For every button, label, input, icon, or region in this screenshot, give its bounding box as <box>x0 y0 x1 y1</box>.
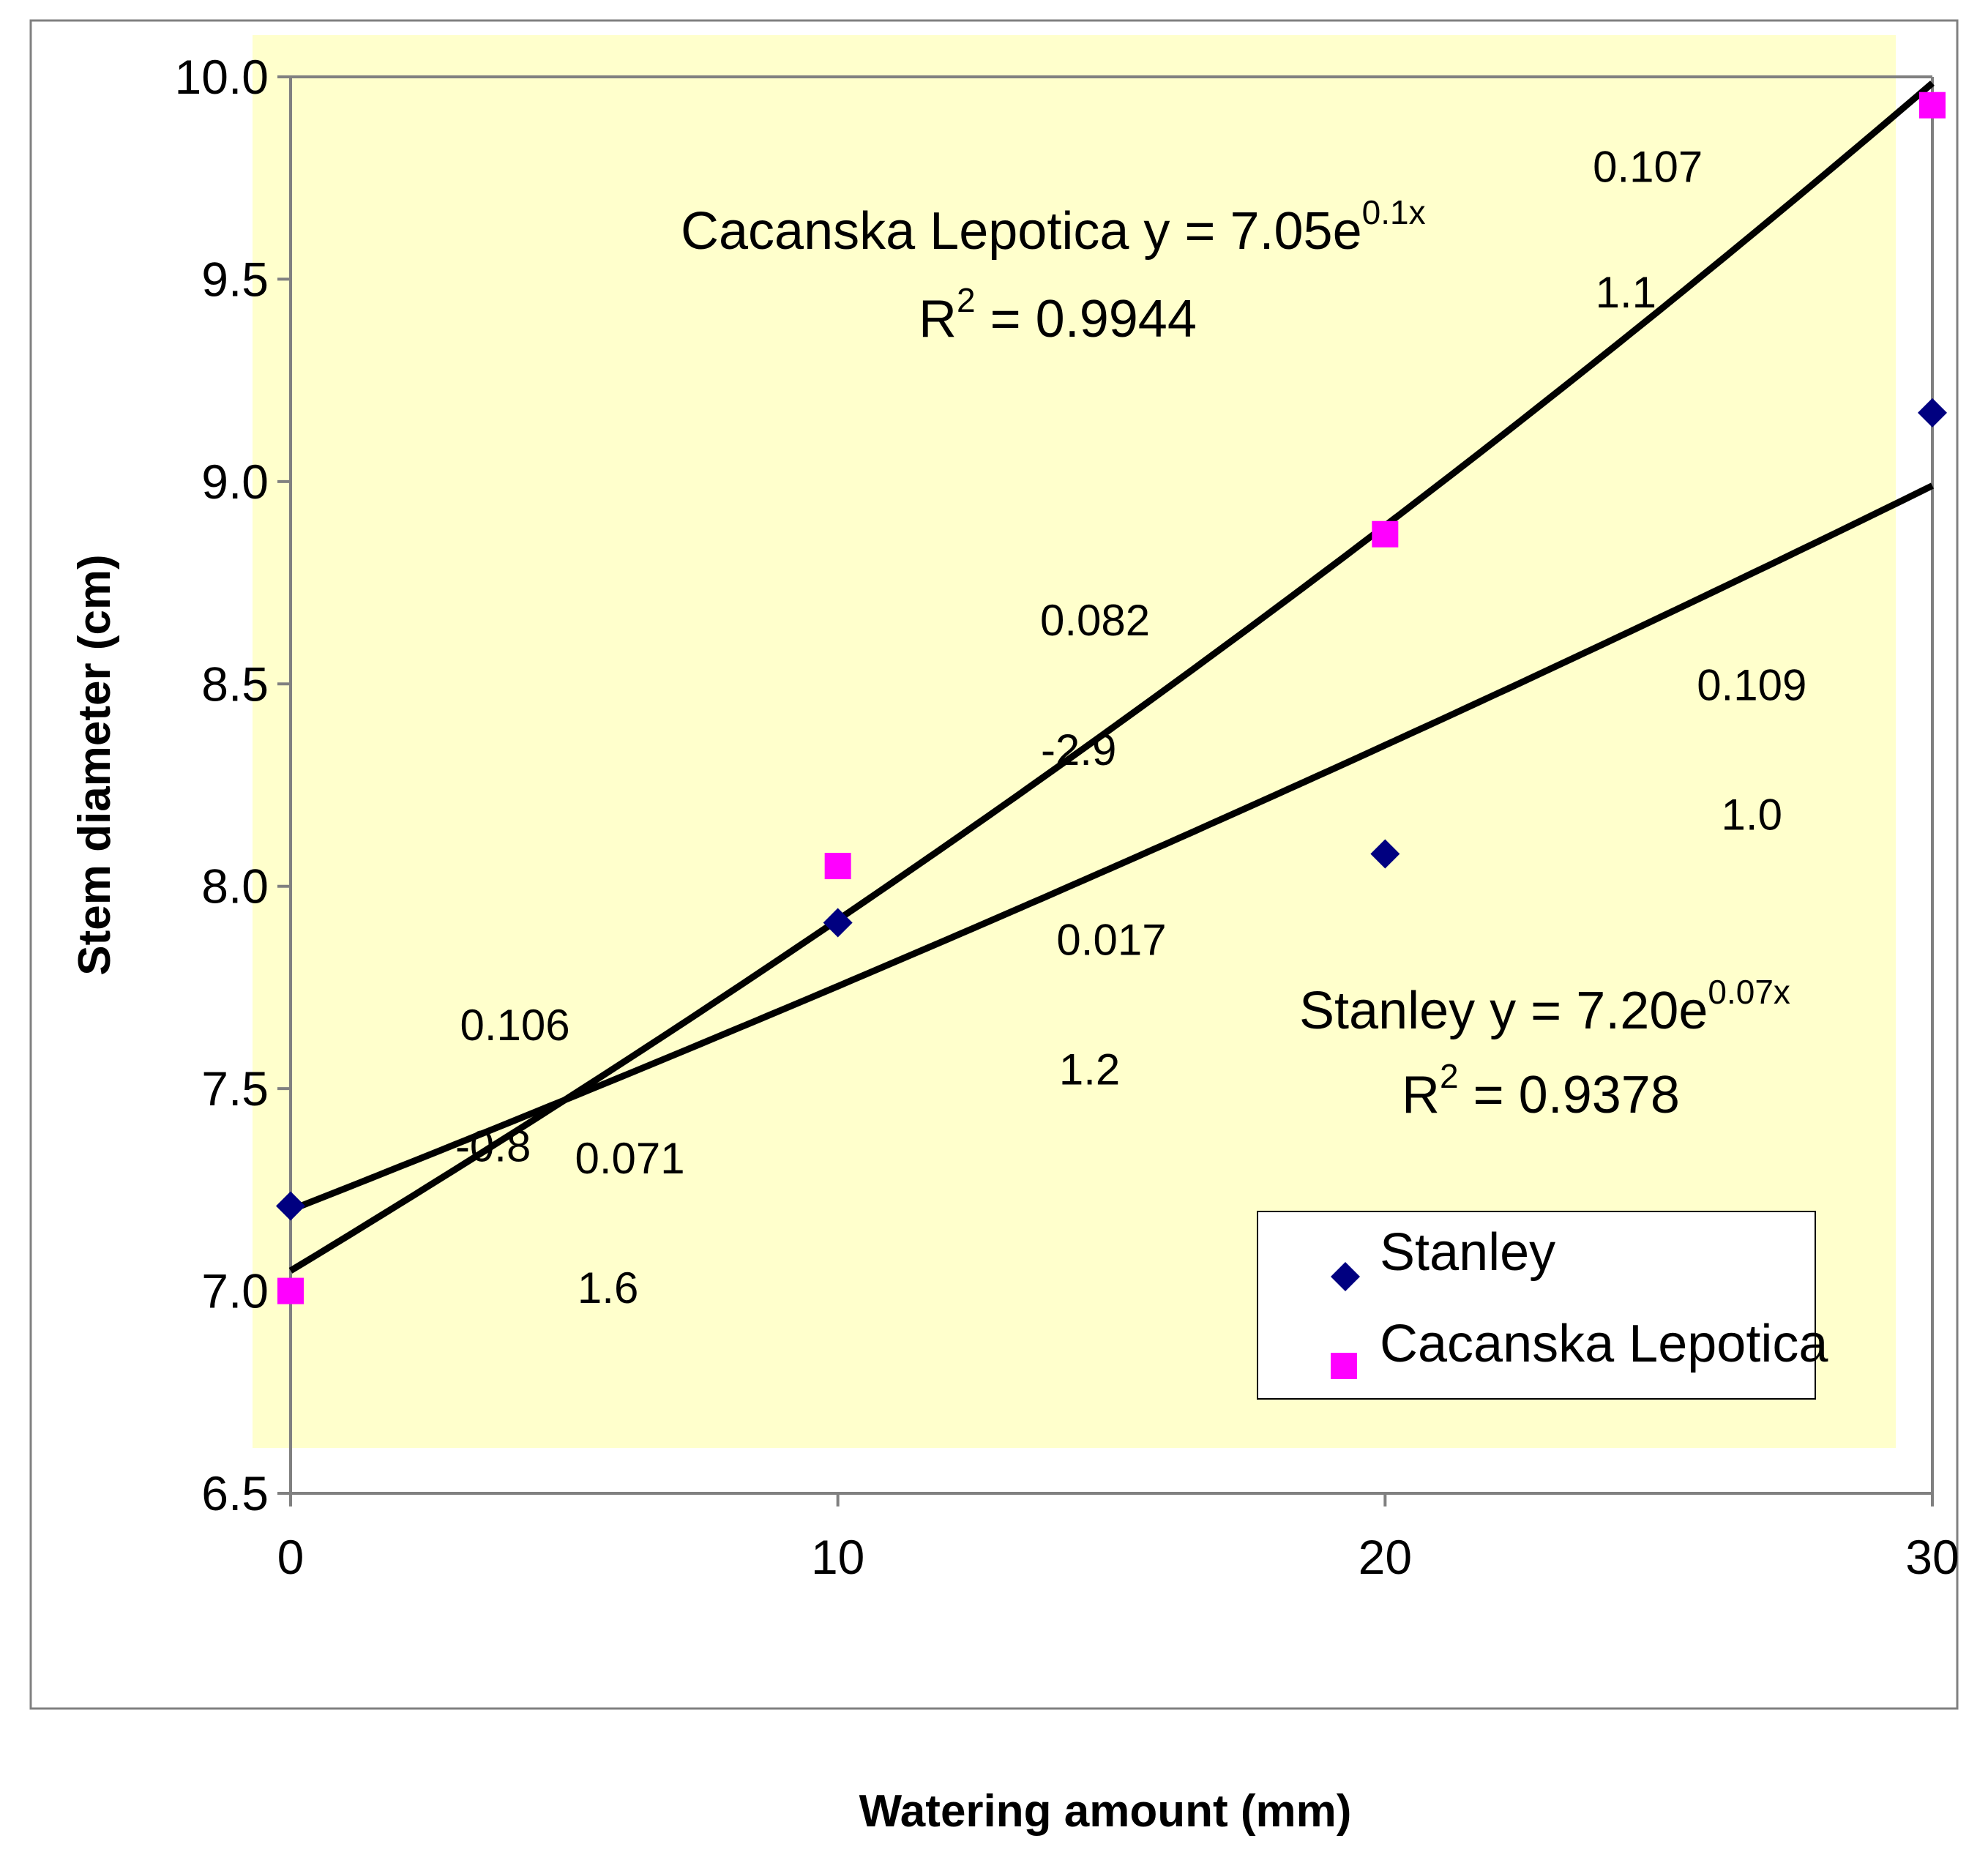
x-tick-label: 20 <box>1359 1530 1412 1584</box>
cacanska-equation-main: Cacanska Lepotica y = 7.05e <box>681 202 1362 261</box>
stanley-equation-exp: 0.07x <box>1708 973 1790 1011</box>
stanley-equation: Stanley y = 7.20e0.07x <box>1299 973 1790 1040</box>
y-tick-label: 10.0 <box>175 50 269 104</box>
annotation-label: 0.107 <box>1593 143 1703 192</box>
cacanska-point <box>277 1277 304 1304</box>
annotation-label: 0.071 <box>575 1134 684 1183</box>
annotation-label: -0.8 <box>455 1122 531 1171</box>
stanley-point <box>276 1191 305 1221</box>
y-tick-label: 9.5 <box>201 252 269 306</box>
legend-stanley-marker <box>1331 1262 1360 1291</box>
legend: Stanley Cacanska Lepotica <box>1257 1211 1828 1400</box>
x-tick-label: 10 <box>811 1530 864 1584</box>
cacanska-r2-sup: 2 <box>957 281 976 319</box>
annotation-label: 0.017 <box>1056 916 1166 965</box>
cacanska-r2-label: R <box>919 290 957 348</box>
legend-stanley-label: Stanley <box>1380 1223 1555 1282</box>
annotation-label: 1.1 <box>1596 268 1656 317</box>
x-axis-label: Watering amount (mm) <box>859 1786 1352 1837</box>
cacanska-equation-exp: 0.1x <box>1362 193 1426 231</box>
cacanska-equation: Cacanska Lepotica y = 7.05e0.1x <box>681 193 1426 261</box>
annotation-label: 1.0 <box>1722 790 1782 839</box>
stanley-r2-sup: 2 <box>1440 1057 1459 1095</box>
y-tick-label: 6.5 <box>201 1466 269 1520</box>
y-tick-label: 7.5 <box>201 1061 269 1116</box>
legend-cacanska-marker <box>1331 1353 1357 1379</box>
x-tick-label: 30 <box>1905 1530 1959 1584</box>
legend-cacanska-label: Cacanska Lepotica <box>1380 1315 1828 1373</box>
annotation-label: 1.6 <box>578 1263 638 1313</box>
x-tick-label: 0 <box>277 1530 304 1584</box>
cacanska-r2: R2 = 0.9944 <box>919 281 1197 348</box>
y-tick-label: 8.0 <box>201 859 269 914</box>
y-axis-label: Stem diameter (cm) <box>70 554 120 975</box>
y-tick-label: 9.0 <box>201 455 269 509</box>
stanley-point <box>823 908 853 938</box>
stanley-point <box>1918 397 1947 427</box>
cacanska-r2-value: = 0.9944 <box>976 290 1197 348</box>
stanley-point <box>1370 839 1400 869</box>
stanley-r2-value: = 0.9378 <box>1459 1066 1680 1124</box>
annotation-label: 1.2 <box>1059 1045 1120 1094</box>
annotation-label: 0.082 <box>1040 596 1150 645</box>
cacanska-trendline <box>288 81 1935 1274</box>
stanley-r2-label: R <box>1402 1066 1440 1124</box>
cacanska-point <box>824 853 851 880</box>
y-tick-label: 8.5 <box>201 657 269 711</box>
annotation-label: -2.9 <box>1041 725 1116 774</box>
stanley-r2: R2 = 0.9378 <box>1402 1057 1680 1124</box>
y-tick-label: 7.0 <box>201 1264 269 1318</box>
cacanska-point <box>1372 520 1399 548</box>
annotation-label: 0.106 <box>460 1001 569 1050</box>
cacanska-point <box>1919 92 1946 119</box>
stanley-equation-main: Stanley y = 7.20e <box>1299 982 1708 1040</box>
annotation-label: 0.109 <box>1697 660 1806 709</box>
